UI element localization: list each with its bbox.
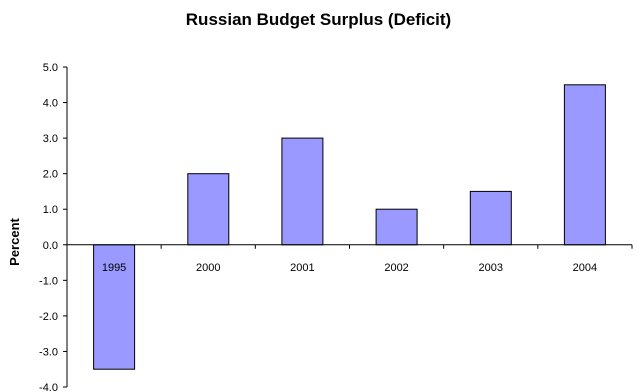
y-tick-label: 1.0 (43, 204, 58, 216)
bar-2000 (187, 173, 230, 246)
x-tick-label: 2004 (573, 262, 597, 274)
bar-2001 (281, 137, 324, 246)
bar-2002 (375, 208, 418, 246)
chart-title: Russian Budget Surplus (Deficit) (185, 10, 452, 29)
y-tick-label: 0.0 (43, 240, 58, 252)
axes-group (66, 67, 633, 387)
y-tick-label: 4.0 (43, 98, 58, 110)
bar-2004 (563, 84, 606, 246)
y-tick-label: 5.0 (43, 62, 58, 74)
x-tick-label: 2000 (196, 262, 220, 274)
y-tick-label: 3.0 (43, 133, 58, 145)
x-tick-label: 2002 (384, 262, 408, 274)
x-tick-label: 2001 (290, 262, 314, 274)
y-ticks-group: 5.0 4.0 3.0 2.0 1.0 0.0 -1.0 -2.0 -3.0 -4.0 (39, 62, 67, 392)
y-tick-label: -4.0 (39, 382, 58, 392)
x-labels-group: 1995 2000 2001 2002 2003 2004 (102, 262, 597, 274)
bar-2003 (469, 190, 512, 246)
x-tick-label: 1995 (102, 262, 126, 274)
y-tick-label: -2.0 (39, 311, 58, 323)
y-axis-title: Percent (7, 217, 22, 265)
y-tick-label: -1.0 (39, 275, 58, 287)
y-tick-label: -3.0 (39, 346, 58, 358)
y-tick-label: 2.0 (43, 169, 58, 181)
x-tick-label: 2003 (479, 262, 503, 274)
bar-1995 (93, 244, 136, 370)
bars-group (93, 84, 606, 370)
